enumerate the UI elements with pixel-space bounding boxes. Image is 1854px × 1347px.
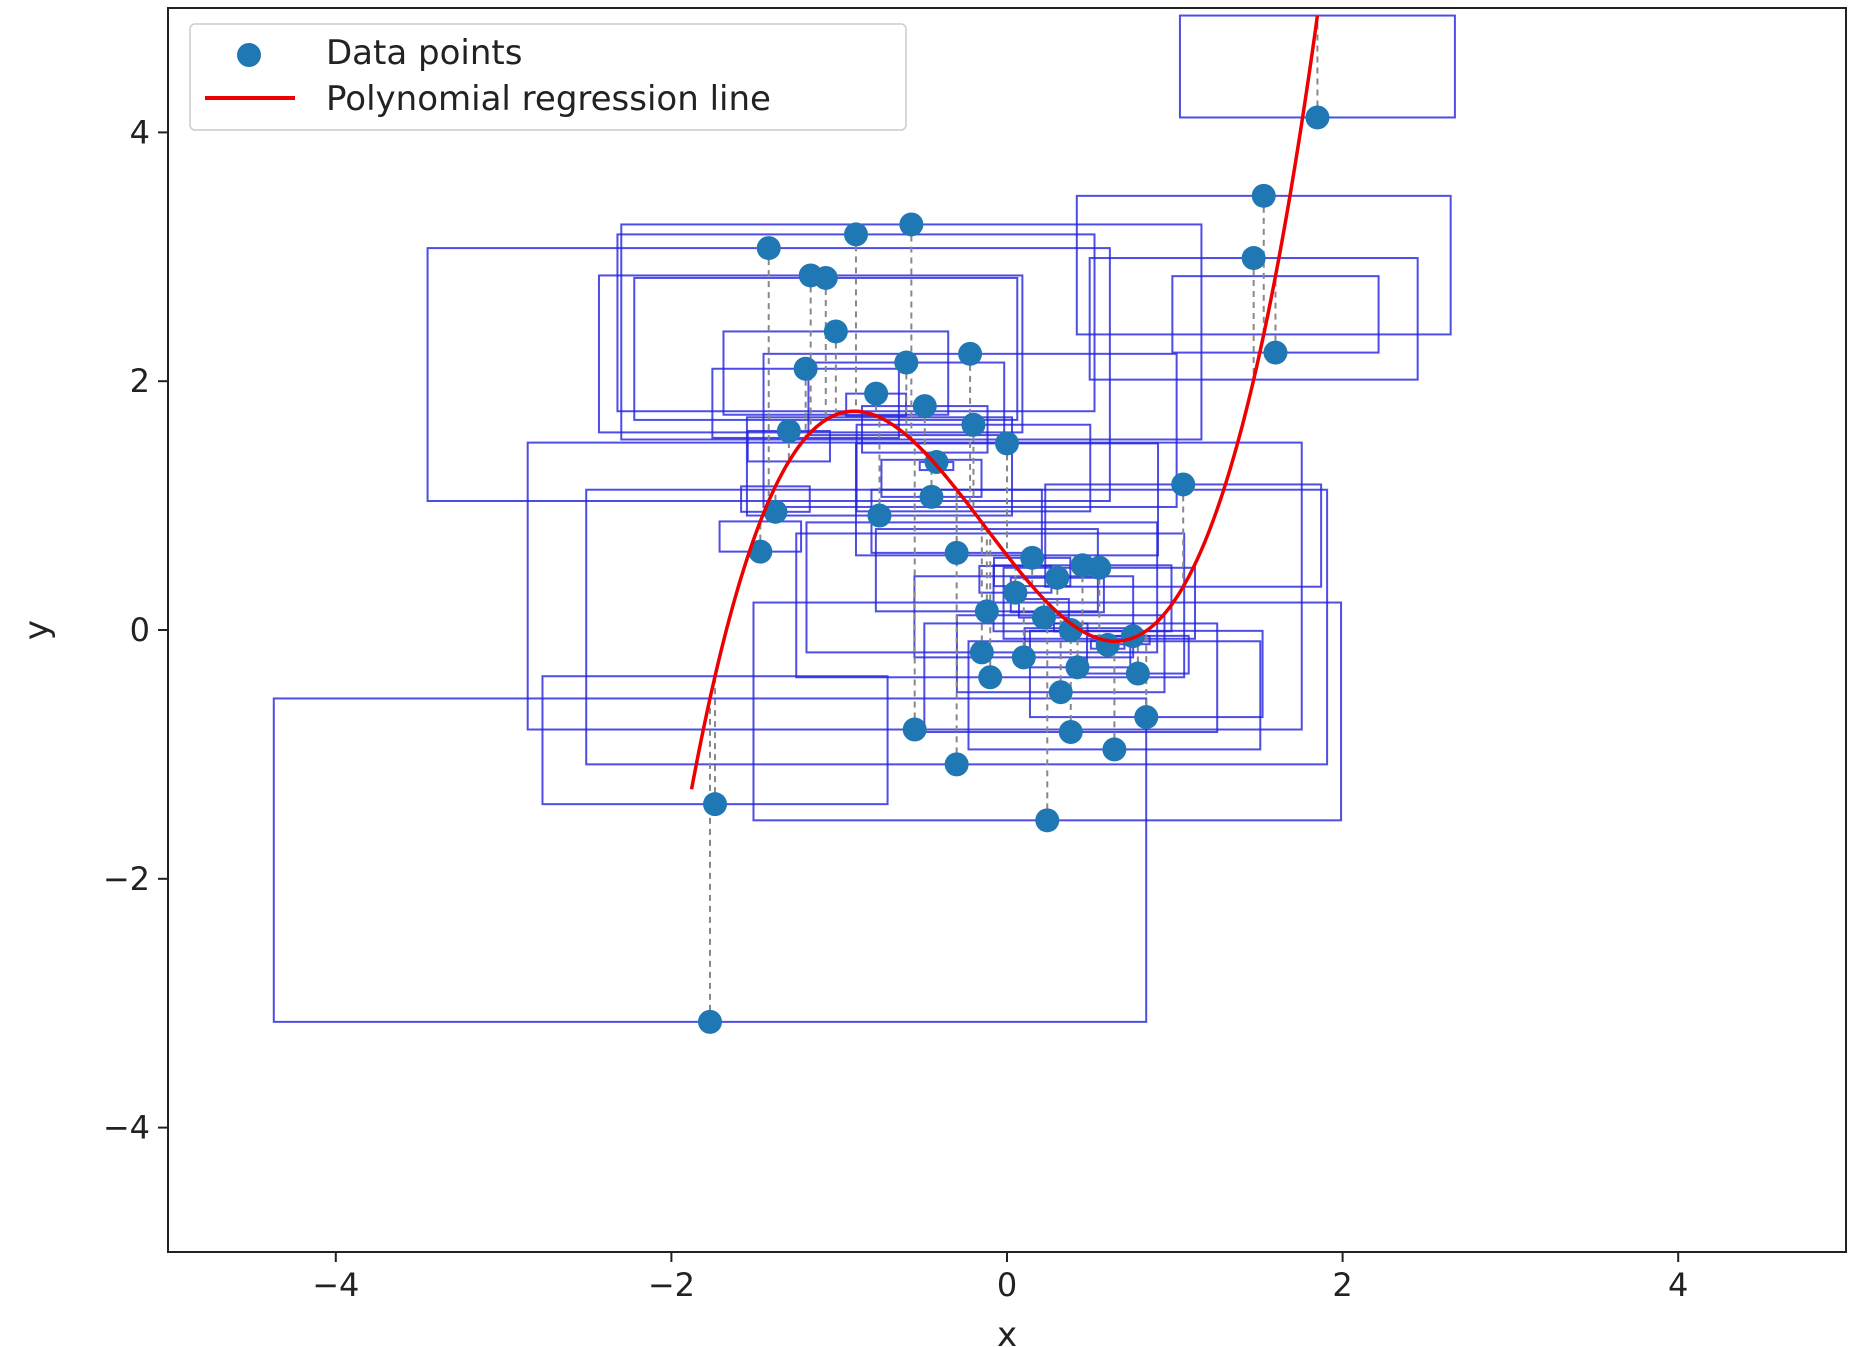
error-box xyxy=(752,601,1343,822)
data-point xyxy=(1058,618,1083,642)
regression-line xyxy=(689,15,1320,790)
data-point xyxy=(823,319,848,344)
legend-frame xyxy=(189,23,907,131)
x-axis-label: x xyxy=(997,1315,1017,1347)
data-point xyxy=(697,1009,722,1034)
data-point xyxy=(1031,605,1056,630)
x-tick-label: −2 xyxy=(648,1266,695,1304)
data-point xyxy=(1045,565,1070,590)
data-point xyxy=(1035,808,1060,833)
data-points xyxy=(697,105,1330,1034)
data-point xyxy=(1020,545,1045,570)
data-point xyxy=(1171,472,1196,497)
y-tick-label: 4 xyxy=(130,113,150,151)
data-point xyxy=(1241,246,1266,271)
data-point xyxy=(763,499,788,524)
data-point xyxy=(969,640,994,665)
plot-area xyxy=(272,14,1456,1034)
data-point xyxy=(1087,555,1112,580)
data-point xyxy=(1095,632,1120,657)
data-point xyxy=(813,265,838,290)
error-box xyxy=(541,675,889,806)
data-point xyxy=(1263,340,1288,365)
legend-label-data-points: Data points xyxy=(326,33,522,73)
legend-label-regression-line: Polynomial regression line xyxy=(326,79,771,119)
y-tick-label: −4 xyxy=(103,1109,150,1147)
data-point xyxy=(912,394,937,419)
residual-lines xyxy=(708,15,1319,1022)
x-tick-label: 4 xyxy=(1668,1266,1688,1304)
data-point xyxy=(1065,655,1090,680)
data-point xyxy=(703,792,728,817)
x-tick-label: −4 xyxy=(312,1266,359,1304)
data-point xyxy=(902,717,927,742)
data-point xyxy=(756,236,781,261)
data-point xyxy=(1011,645,1036,670)
y-tick-label: 0 xyxy=(130,611,150,649)
data-point xyxy=(1125,661,1150,686)
data-point xyxy=(793,356,818,381)
data-point xyxy=(1251,183,1276,208)
data-point xyxy=(1134,705,1159,730)
data-point xyxy=(864,381,889,406)
data-point xyxy=(867,503,892,528)
data-point xyxy=(748,539,773,564)
data-point xyxy=(978,665,1003,690)
x-tick-label: 0 xyxy=(997,1266,1017,1304)
data-point xyxy=(924,450,949,475)
data-point xyxy=(1048,680,1073,705)
data-point xyxy=(1305,105,1330,130)
data-point xyxy=(899,212,924,237)
data-point xyxy=(919,484,944,509)
data-point xyxy=(944,752,969,777)
y-axis: −4 −2 0 2 4 xyxy=(103,113,168,1147)
error-boxes xyxy=(272,14,1456,1023)
data-point xyxy=(1058,720,1083,745)
legend: Data points Polynomial regression line xyxy=(189,23,907,131)
data-point xyxy=(1003,580,1028,605)
data-point xyxy=(843,222,868,247)
data-point xyxy=(958,341,983,366)
data-point xyxy=(776,418,801,443)
data-point xyxy=(974,599,999,624)
y-axis-label: y xyxy=(17,620,57,640)
x-tick-label: 2 xyxy=(1332,1266,1352,1304)
y-tick-label: 2 xyxy=(130,362,150,400)
y-tick-label: −2 xyxy=(103,860,150,898)
data-point xyxy=(961,412,986,437)
x-axis: −4 −2 0 2 4 xyxy=(312,1252,1688,1304)
plot-frame xyxy=(167,7,1847,1253)
legend-marker-data-points xyxy=(237,43,261,67)
data-point xyxy=(944,540,969,565)
data-point xyxy=(1102,737,1127,762)
data-point xyxy=(995,431,1019,456)
data-point xyxy=(894,350,919,375)
